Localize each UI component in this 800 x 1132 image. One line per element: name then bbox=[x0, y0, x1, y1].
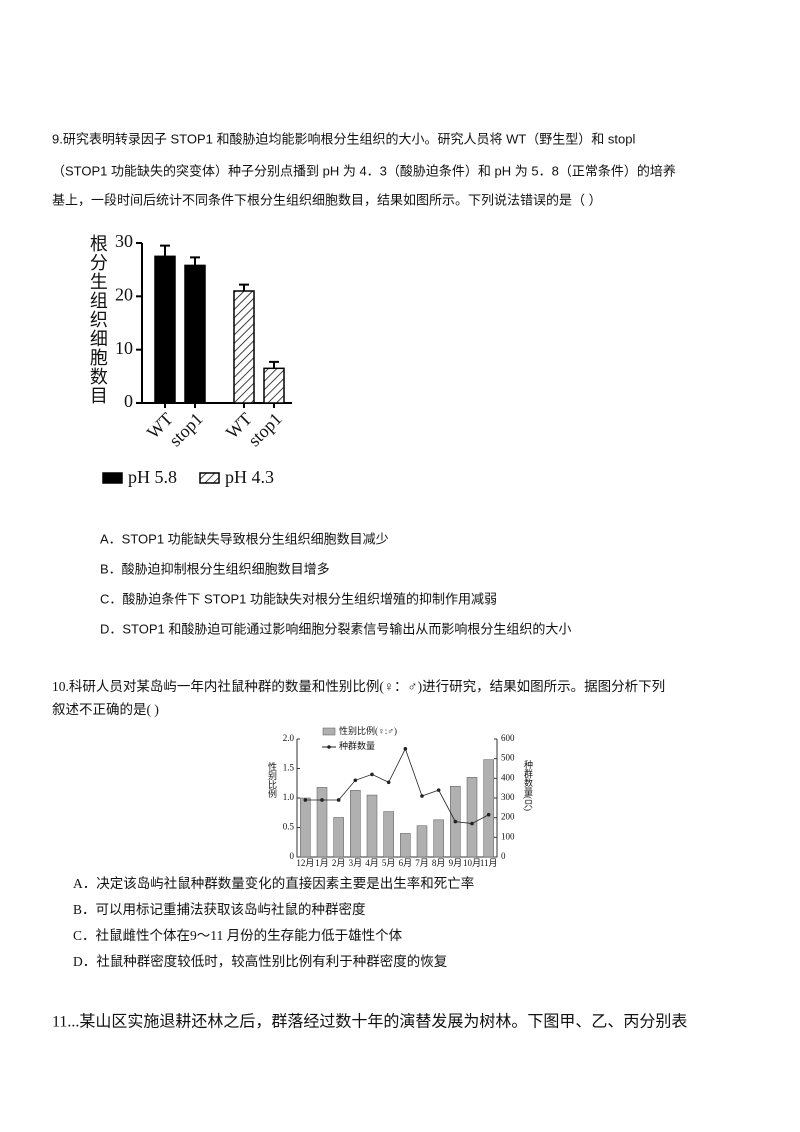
x-tick-label: stop1 bbox=[244, 409, 286, 451]
x-tick-label: 4月 bbox=[365, 858, 379, 868]
y-tick-label: 20 bbox=[115, 284, 133, 304]
legend-label: pH 4.3 bbox=[225, 467, 274, 487]
legend-swatch bbox=[322, 727, 336, 736]
error-bar bbox=[190, 256, 200, 266]
option: B．酸胁迫抑制根分生组织细胞数目增多 bbox=[100, 561, 330, 576]
x-tick-label: 1月 bbox=[315, 858, 329, 868]
x-tick-label: 9月 bbox=[449, 858, 463, 868]
bar bbox=[466, 777, 478, 858]
x-tick-label: 11月 bbox=[480, 858, 498, 868]
y-tick-label: 0.5 bbox=[283, 822, 295, 832]
point bbox=[336, 798, 341, 802]
bar bbox=[366, 794, 378, 858]
bar bbox=[263, 367, 285, 404]
option: D．STOP1 和酸胁迫可能通过影响细胞分裂素信号输出从而影响根分生组织的大小 bbox=[100, 621, 571, 636]
point bbox=[470, 821, 474, 826]
y-tick-label: 2.0 bbox=[283, 733, 295, 743]
error-bar bbox=[239, 283, 249, 291]
bar bbox=[383, 811, 394, 858]
x-tick-label: 2月 bbox=[332, 858, 346, 868]
question-text: 基上，一段时间后统计不同条件下根分生组织细胞数目，结果如图所示。下列说法错误的是… bbox=[52, 192, 602, 207]
point bbox=[453, 819, 458, 824]
point bbox=[420, 794, 424, 798]
legend-label: pH 5.8 bbox=[128, 467, 177, 487]
y2-tick-label: 0 bbox=[501, 851, 506, 861]
bar bbox=[416, 825, 428, 858]
point bbox=[386, 780, 391, 785]
y-tick-label: 0 bbox=[290, 851, 295, 861]
y-tick-label: 1.5 bbox=[283, 763, 295, 773]
x-tick-label: 6月 bbox=[399, 858, 413, 868]
y-tick-label: 0 bbox=[124, 391, 133, 411]
option: C．酸胁迫条件下 STOP1 功能缺失对根分生组织增殖的抑制作用减弱 bbox=[100, 591, 497, 606]
y-tick-label: 1.0 bbox=[283, 792, 295, 802]
legend-swatch bbox=[102, 472, 123, 484]
x-tick-label: 12月 bbox=[296, 858, 314, 868]
bar bbox=[154, 255, 176, 404]
bar bbox=[233, 290, 255, 404]
point bbox=[370, 772, 374, 777]
option: B．可以用标记重捕法获取该岛屿社鼠的种群密度 bbox=[73, 901, 366, 917]
point bbox=[320, 798, 324, 802]
legend-label: 种群数量 bbox=[339, 740, 375, 751]
legend-swatch bbox=[327, 745, 331, 749]
bar bbox=[350, 790, 361, 858]
question-text: （STOP1 功能缺失的突变体）种子分别点播到 pH 为 4．3（酸胁迫条件）和… bbox=[52, 163, 676, 178]
bar bbox=[433, 819, 444, 858]
bar bbox=[400, 833, 411, 858]
bar bbox=[316, 787, 328, 858]
option: D．社鼠种群密度较低时，较高性别比例有利于种群密度的恢复 bbox=[73, 953, 447, 969]
point bbox=[353, 778, 358, 783]
question-text: 9.研究表明转录因子 STOP1 和酸胁迫均能影响根分生组织的大小。研究人员将 … bbox=[52, 131, 635, 146]
bar bbox=[333, 817, 344, 858]
bar bbox=[483, 759, 494, 858]
question-text: 叙述不正确的是( ) bbox=[52, 702, 159, 717]
x-tick-label: 5月 bbox=[382, 858, 396, 868]
error-bar bbox=[160, 244, 170, 257]
x-tick-label: 3月 bbox=[349, 858, 363, 868]
y-axis-label: 性别比例 bbox=[267, 761, 277, 799]
point bbox=[303, 798, 308, 802]
y2-tick-label: 600 bbox=[501, 733, 515, 743]
line bbox=[305, 747, 489, 824]
question-text: 10.科研人员对某岛屿一年内社鼠种群的数量和性别比例(♀：♂)进行研究，结果如图… bbox=[52, 679, 665, 694]
error-bar bbox=[269, 360, 279, 369]
x-tick-label: 8月 bbox=[432, 858, 446, 868]
y-axis-label: 根分生组织细胞数目 bbox=[88, 234, 108, 405]
y-tick-label: 10 bbox=[115, 338, 133, 358]
y2-tick-label: 400 bbox=[501, 772, 515, 782]
x-tick-label: 10月 bbox=[463, 858, 481, 868]
y2-tick-label: 100 bbox=[501, 831, 515, 841]
point bbox=[486, 812, 491, 817]
option: C．社鼠雌性个体在9～11 月份的生存能力低于雄性个体 bbox=[73, 928, 403, 943]
point bbox=[403, 747, 408, 751]
x-tick-label: 7月 bbox=[415, 858, 429, 868]
legend-swatch bbox=[199, 472, 220, 484]
y2-tick-label: 300 bbox=[501, 792, 515, 802]
option: A．决定该岛屿社鼠种群数量变化的直接因素主要是出生率和死亡率 bbox=[73, 875, 474, 891]
legend-label: 性别比例(♀:♂) bbox=[339, 725, 397, 736]
y2-axis-label: 种群数量(只) bbox=[523, 759, 533, 811]
option: A．STOP1 功能缺失导致根分生组织细胞数目减少 bbox=[100, 531, 389, 546]
y-tick-label: 30 bbox=[115, 231, 133, 251]
y2-tick-label: 200 bbox=[501, 812, 515, 822]
bar bbox=[300, 797, 311, 858]
bar bbox=[184, 264, 206, 404]
x-tick-label: stop1 bbox=[165, 409, 207, 451]
point bbox=[436, 788, 441, 792]
question-text: 11...某山区实施退耕还林之后，群落经过数十年的演替发展为树林。下图甲、乙、丙… bbox=[52, 1013, 687, 1031]
y2-tick-label: 500 bbox=[501, 753, 515, 763]
